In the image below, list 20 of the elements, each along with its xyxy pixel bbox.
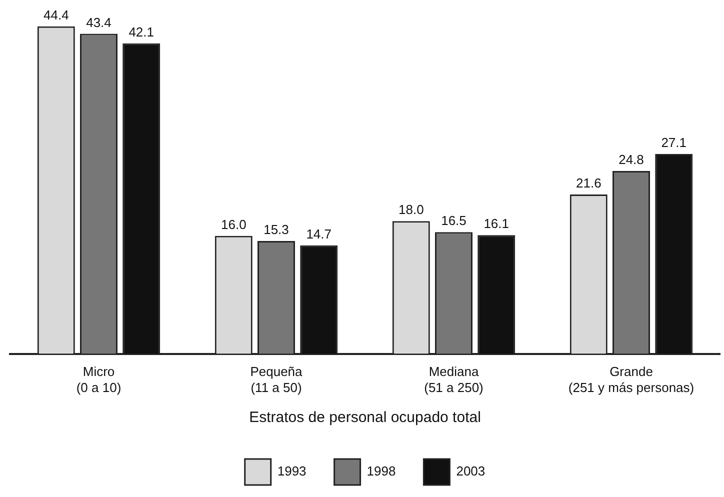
- data-label: 27.1: [661, 135, 687, 150]
- data-label: 16.1: [484, 216, 510, 232]
- data-label: 43.4: [86, 14, 112, 30]
- data-label: 15.3: [264, 222, 289, 238]
- data-label: 18.0: [398, 202, 424, 218]
- legend-label: 1993: [277, 464, 306, 479]
- data-label: 16.5: [441, 213, 466, 228]
- x-tick-label: Pequeña (11 a 50): [250, 364, 304, 395]
- x-axis-title: Estratos de personal ocupado total: [249, 409, 481, 426]
- legend-label: 2003: [456, 464, 486, 479]
- x-tick-label: Grande (251 y más personas): [568, 364, 694, 395]
- data-label: 24.8: [618, 152, 644, 168]
- x-tick-label: Mediana (51 a 250): [424, 364, 484, 395]
- x-tick-label: Micro (0 a 10): [76, 364, 122, 395]
- data-label: 44.4: [43, 8, 69, 22]
- legend-label: 1998: [366, 464, 396, 479]
- data-label: 21.6: [576, 176, 602, 191]
- data-label: 16.0: [220, 216, 246, 232]
- data-label: 42.1: [128, 24, 154, 40]
- data-label: 14.7: [306, 226, 332, 242]
